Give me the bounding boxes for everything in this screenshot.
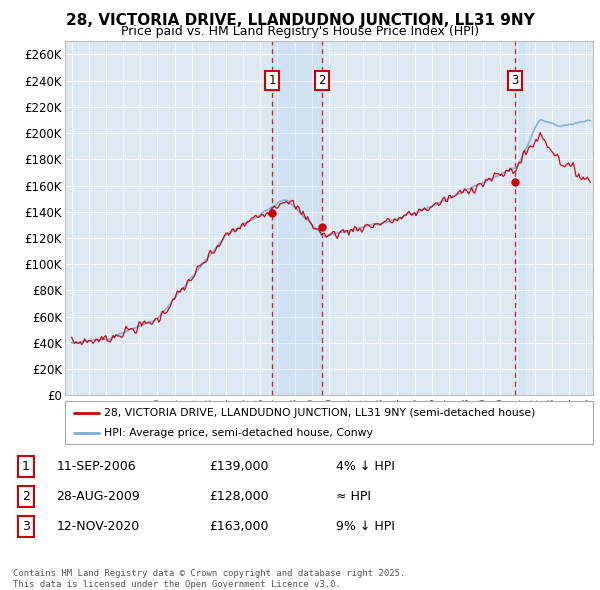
- Text: 28, VICTORIA DRIVE, LLANDUDNO JUNCTION, LL31 9NY (semi-detached house): 28, VICTORIA DRIVE, LLANDUDNO JUNCTION, …: [104, 408, 536, 418]
- Text: Price paid vs. HM Land Registry's House Price Index (HPI): Price paid vs. HM Land Registry's House …: [121, 25, 479, 38]
- Text: 2: 2: [318, 74, 325, 87]
- Text: 12-NOV-2020: 12-NOV-2020: [56, 520, 140, 533]
- Text: 28-AUG-2009: 28-AUG-2009: [56, 490, 140, 503]
- Bar: [515, 41, 524, 395]
- Text: 28, VICTORIA DRIVE, LLANDUDNO JUNCTION, LL31 9NY: 28, VICTORIA DRIVE, LLANDUDNO JUNCTION, …: [65, 13, 535, 28]
- Text: ≈ HPI: ≈ HPI: [336, 490, 371, 503]
- Text: 2: 2: [22, 490, 30, 503]
- Text: £139,000: £139,000: [209, 460, 269, 473]
- Text: 4% ↓ HPI: 4% ↓ HPI: [336, 460, 395, 473]
- Text: £128,000: £128,000: [209, 490, 269, 503]
- Text: £163,000: £163,000: [209, 520, 269, 533]
- Text: 11-SEP-2006: 11-SEP-2006: [56, 460, 136, 473]
- Bar: [272, 41, 322, 395]
- Text: HPI: Average price, semi-detached house, Conwy: HPI: Average price, semi-detached house,…: [104, 428, 373, 438]
- Text: 9% ↓ HPI: 9% ↓ HPI: [336, 520, 395, 533]
- Text: 3: 3: [22, 520, 30, 533]
- Text: Contains HM Land Registry data © Crown copyright and database right 2025.
This d: Contains HM Land Registry data © Crown c…: [13, 569, 406, 589]
- Text: 1: 1: [22, 460, 30, 473]
- Text: 1: 1: [269, 74, 276, 87]
- Text: 3: 3: [512, 74, 519, 87]
